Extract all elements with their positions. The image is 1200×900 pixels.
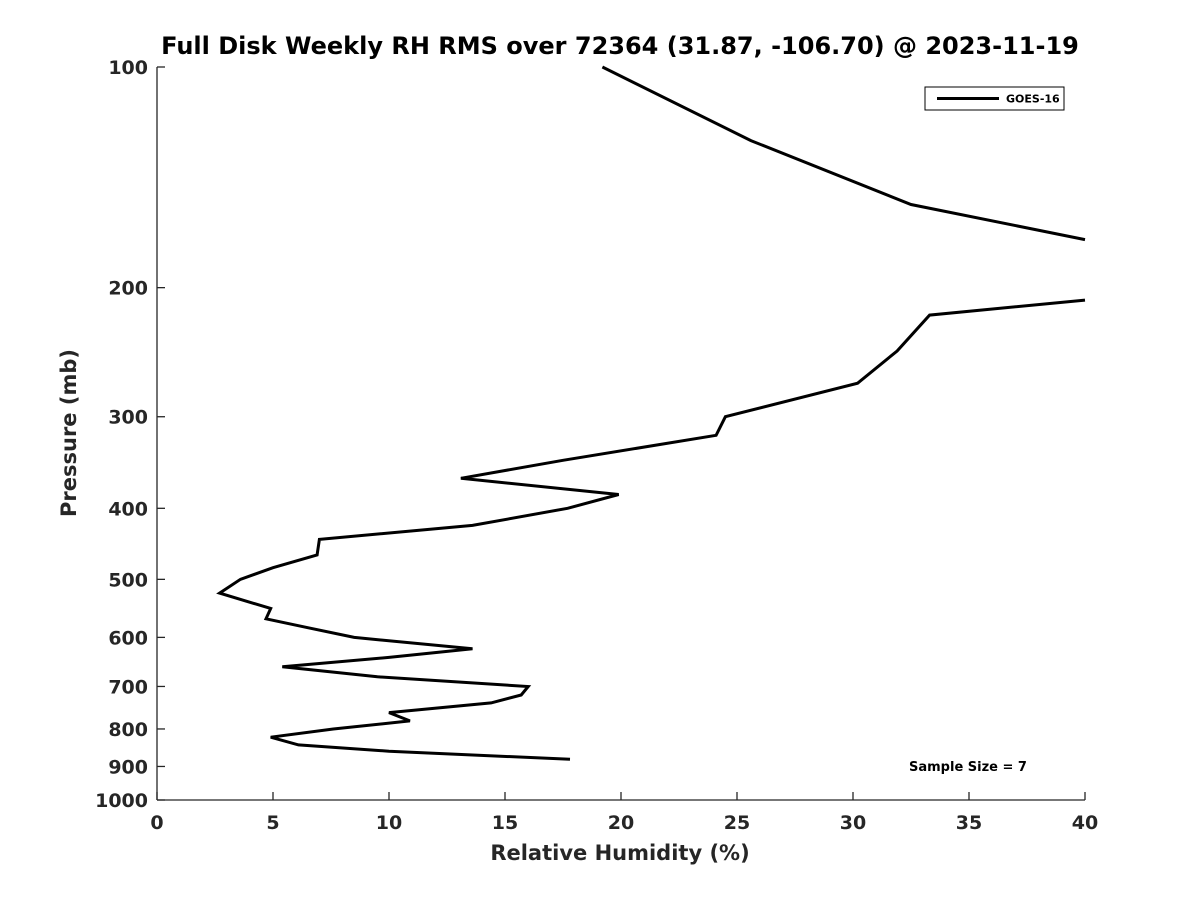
legend-label: GOES-16 — [1006, 93, 1060, 106]
series-lines — [216, 65, 1086, 761]
x-tick-label: 15 — [492, 812, 518, 834]
x-tick-label: 0 — [150, 812, 163, 834]
sample-size-annotation: Sample Size = 7 — [909, 760, 1027, 775]
y-tick-label: 600 — [108, 627, 148, 649]
y-tick-label: 1000 — [95, 790, 148, 812]
chart-title: Full Disk Weekly RH RMS over 72364 (31.8… — [161, 32, 1079, 60]
x-tick-label: 10 — [376, 812, 402, 834]
x-tick-label: 25 — [724, 812, 750, 834]
y-tick-label: 500 — [108, 569, 148, 591]
x-tick-label: 5 — [266, 812, 279, 834]
legend: GOES-16 — [924, 86, 1065, 111]
y-tick-label: 200 — [108, 278, 148, 300]
y-axis-label: Pressure (mb) — [57, 349, 81, 517]
x-tick-label: 30 — [840, 812, 866, 834]
series-line-0-segment-1 — [216, 298, 1086, 761]
series-line-0-segment-0 — [601, 65, 1086, 242]
y-tick-label: 900 — [108, 756, 148, 778]
y-tick-label: 800 — [108, 719, 148, 741]
y-tick-label: 100 — [108, 57, 148, 79]
x-axis-label: Relative Humidity (%) — [490, 841, 749, 865]
axes: 0 5 10 15 20 25 30 35 40 100 200 300 400 500 600 700 800… — [95, 57, 1098, 834]
x-tick-label: 35 — [956, 812, 982, 834]
y-tick-label: 400 — [108, 498, 148, 520]
y-tick-label: 300 — [108, 407, 148, 429]
x-tick-label: 20 — [608, 812, 634, 834]
y-tick-label: 700 — [108, 676, 148, 698]
x-tick-label: 40 — [1072, 812, 1098, 834]
